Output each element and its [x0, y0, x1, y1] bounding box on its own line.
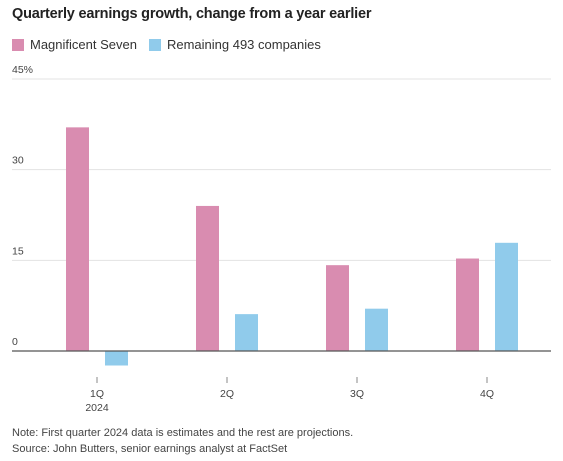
legend-label-magnificent-seven: Magnificent Seven	[30, 37, 137, 52]
bar-magnificent-seven	[196, 205, 219, 351]
chart-notes: Note: First quarter 2024 data is estimat…	[12, 425, 353, 457]
x-tick-label: 3Q	[350, 388, 364, 400]
legend-label-remaining: Remaining 493 companies	[166, 37, 321, 52]
bar-chart: 0 15 30 45% 1Q 2024 2Q 3Q 4Q	[12, 64, 551, 414]
bar-remaining	[105, 351, 128, 366]
bar-remaining	[365, 308, 388, 351]
chart-title: Quarterly earnings growth, change from a…	[12, 6, 372, 22]
chart-note: Note: First quarter 2024 data is estimat…	[12, 427, 354, 439]
x-tick-label: 2Q	[220, 388, 234, 400]
legend-swatch-magnificent-seven	[12, 38, 24, 51]
bar-magnificent-seven	[456, 258, 479, 351]
legend-item-magnificent-seven: Magnificent Seven	[12, 37, 137, 52]
y-tick-label: 30	[12, 155, 24, 167]
x-tick-label: 1Q	[90, 388, 104, 400]
y-tick-label: 0	[12, 336, 18, 348]
chart-legend: Magnificent Seven Remaining 493 companie…	[12, 37, 333, 52]
bar-magnificent-seven	[326, 265, 349, 351]
x-tick-label: 4Q	[480, 388, 494, 400]
y-tick-label: 45%	[12, 64, 33, 76]
bar-remaining	[495, 242, 518, 351]
legend-item-remaining: Remaining 493 companies	[148, 37, 321, 52]
x-tick-sublabel: 2024	[85, 402, 109, 414]
chart-source: Source: John Butters, senior earnings an…	[12, 443, 288, 455]
y-tick-label: 15	[12, 245, 24, 257]
bar-remaining	[235, 314, 258, 351]
legend-swatch-remaining	[148, 38, 161, 51]
bar-magnificent-seven	[66, 127, 89, 351]
